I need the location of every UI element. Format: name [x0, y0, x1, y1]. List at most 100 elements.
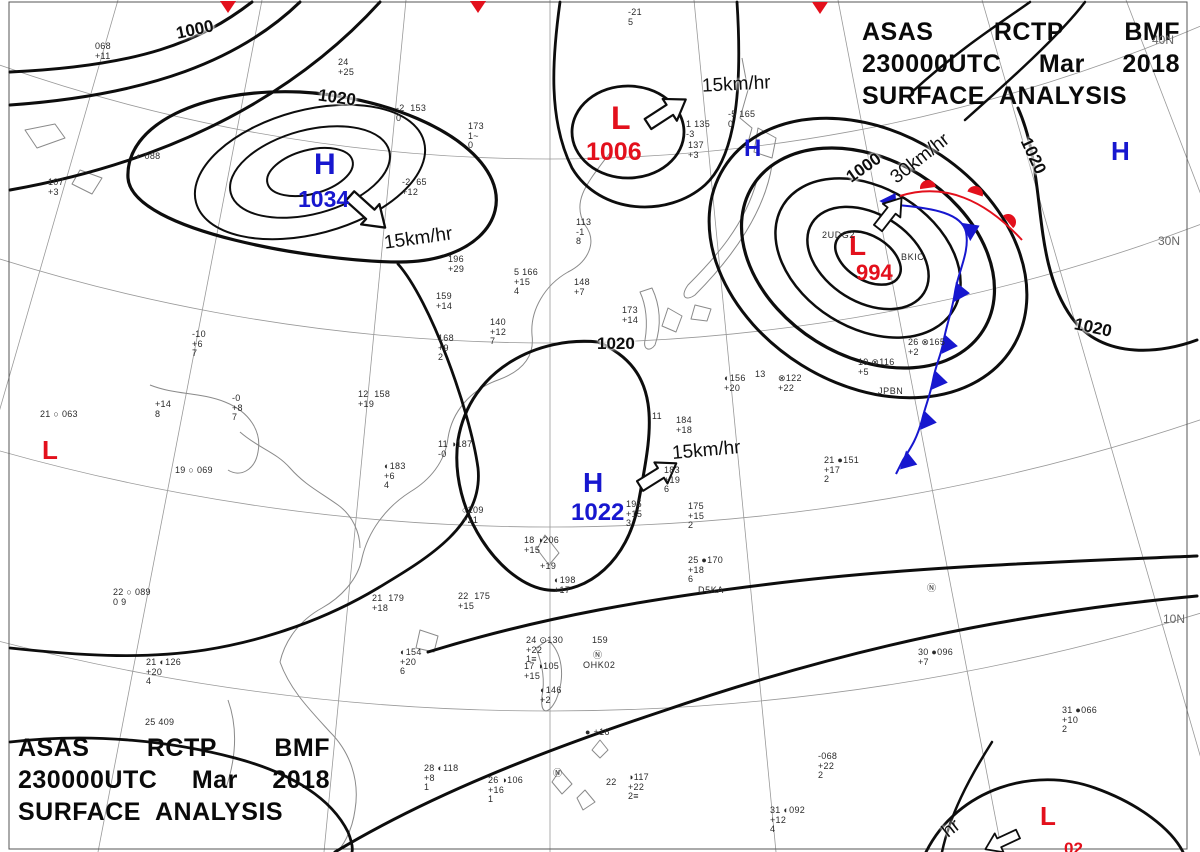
title-line-l3: SURFACE ANALYSIS	[862, 80, 1180, 112]
station-plot: ◐156 +20	[724, 373, 746, 393]
station-plot: +19	[540, 561, 557, 571]
station-plot: ● +16	[585, 727, 610, 737]
station-plot: BKIC	[901, 252, 925, 262]
station-plot: 195 +15 3	[626, 499, 643, 528]
latitude-label: 10N	[1163, 612, 1186, 626]
pressure-center: L	[1040, 801, 1056, 831]
station-plot: -068 +22 2	[818, 751, 838, 780]
station-plot: 21 ○ 063	[40, 409, 78, 419]
pressure-center: 02	[1064, 839, 1083, 852]
station-plot: 25 409	[145, 717, 175, 727]
station-plot: 25 ●170 +18 6	[688, 555, 724, 584]
station-plot: 173 +14	[622, 305, 639, 325]
station-plot: 068 +11	[95, 41, 111, 61]
title-line-l1: ASAS RCTP BMF	[862, 16, 1180, 48]
station-plot: 19 ○ 069	[175, 465, 213, 475]
station-plot: -5 165 0	[728, 109, 756, 129]
title-word: SURFACE	[18, 798, 141, 826]
station-plot: Ⓝ	[927, 583, 937, 593]
station-plot: 168 +9 2	[438, 333, 454, 362]
station-plot: -0 +8 7	[232, 393, 243, 422]
pressure-center: H	[314, 148, 336, 181]
station-plot: 12 158 +19	[358, 389, 391, 409]
latitude-label: 40N	[1152, 33, 1175, 47]
station-plot: ⊗122 +22	[778, 373, 802, 393]
pressure-center: L	[849, 230, 867, 261]
speed-label: 15km/hr	[701, 72, 772, 97]
station-plot: ◑117 +22 2≡	[628, 772, 649, 801]
station-plot: 113 -1 8	[576, 217, 592, 246]
title-line-l2: 230000UTC Mar 2018	[862, 48, 1180, 80]
analysis-title-top-right: ASAS RCTP BMF 230000UTC Mar 2018 SURFACE ANALYS…	[862, 16, 1180, 112]
station-plot: 26 ⊗165 +2	[908, 337, 946, 357]
title-word: ANALYSIS	[154, 798, 284, 826]
station-plot: 22 ○ 089 0 9	[113, 587, 151, 607]
title-word: 2018	[272, 766, 330, 794]
station-plot: D5KA	[698, 585, 724, 595]
station-plot: 17 ◑105 +15	[524, 661, 560, 681]
station-plot: ◐198 +17	[554, 575, 576, 595]
station-plot: 2UDG2	[822, 230, 856, 240]
pressure-center: L	[611, 100, 631, 136]
station-plot: 107 +3	[48, 177, 64, 197]
map-frame	[8, 1, 1188, 850]
station-plot: 21 ●151 +17 2	[824, 455, 860, 484]
station-plot: 11	[652, 411, 662, 421]
title-line-l1: ASAS RCTP BMF	[18, 732, 330, 764]
pressure-center: 994	[856, 260, 893, 285]
station-plot: 183 +19 6	[664, 465, 681, 494]
station-plot: 11 ◑187 -0	[438, 439, 473, 459]
station-plot: 18 ◑206 +15	[524, 535, 560, 555]
station-plot: 137 +3	[688, 140, 704, 160]
warm-front	[899, 178, 1023, 241]
station-plot: 140 +12 7	[490, 317, 507, 346]
station-plot: 5 166 +15 4	[514, 267, 539, 296]
station-plot: ○209 +21	[462, 505, 484, 525]
station-plot: 159	[592, 635, 608, 645]
title-line-l2: 230000UTC Mar 2018	[18, 764, 330, 796]
title-word: SURFACE	[862, 82, 985, 110]
station-plot: Ⓝ	[593, 650, 603, 660]
station-plot: ◐ 088	[136, 151, 161, 161]
station-plot: Ⓝ	[553, 768, 563, 778]
title-word: 2018	[1122, 50, 1180, 78]
title-word: ANALYSIS	[998, 82, 1128, 110]
station-plot: ◐146 +2	[540, 685, 562, 705]
title-word: RCTP	[993, 18, 1064, 46]
title-word: 230000UTC	[862, 50, 1002, 78]
station-plot: ◐183 +6 4	[384, 461, 406, 490]
isobars	[8, 0, 1199, 852]
title-word: BMF	[274, 734, 330, 762]
station-plot: +14 8	[155, 399, 172, 419]
title-line-l3: SURFACE ANALYSIS	[18, 796, 330, 828]
station-plot: 24 ⊙130 +22 1≡	[526, 635, 564, 664]
station-plot: -2 65 +12	[402, 177, 427, 197]
station-plot: -21 5	[628, 7, 642, 27]
station-plot: 22 175 +15	[458, 591, 491, 611]
pressure-center: H	[583, 467, 604, 498]
cold-front	[879, 188, 984, 475]
station-plot: 31 ●066 +10 2	[1062, 705, 1098, 734]
station-plot: 22	[606, 777, 617, 787]
pressure-center: H	[1111, 136, 1130, 166]
station-plot: 173 1~ 0	[468, 121, 484, 150]
station-plot: ◐154 +20 6	[400, 647, 422, 676]
pressure-center: 1006	[586, 138, 642, 166]
station-plot: 30 ●096 +7	[918, 647, 954, 667]
title-word: RCTP	[146, 734, 217, 762]
station-plot: 159 +14	[436, 291, 453, 311]
station-plot: 184 +18	[676, 415, 693, 435]
title-word: ASAS	[862, 18, 934, 46]
pressure-center: H	[744, 135, 762, 162]
pressure-center: L	[42, 435, 58, 465]
title-word: BMF	[1124, 18, 1180, 46]
station-plot: -2 153 0	[396, 103, 427, 123]
isobar-label: 1020	[597, 334, 635, 353]
station-plot: 24 +25	[338, 57, 355, 77]
title-word: Mar	[1038, 50, 1085, 78]
analysis-title-bottom-left: ASAS RCTP BMF 230000UTC Mar 2018 SURFACE ANALYS…	[18, 732, 330, 828]
station-plot: 21 ◐126 +20 4	[146, 657, 182, 686]
station-plot: 28 ◐118 +8 1	[424, 763, 459, 792]
